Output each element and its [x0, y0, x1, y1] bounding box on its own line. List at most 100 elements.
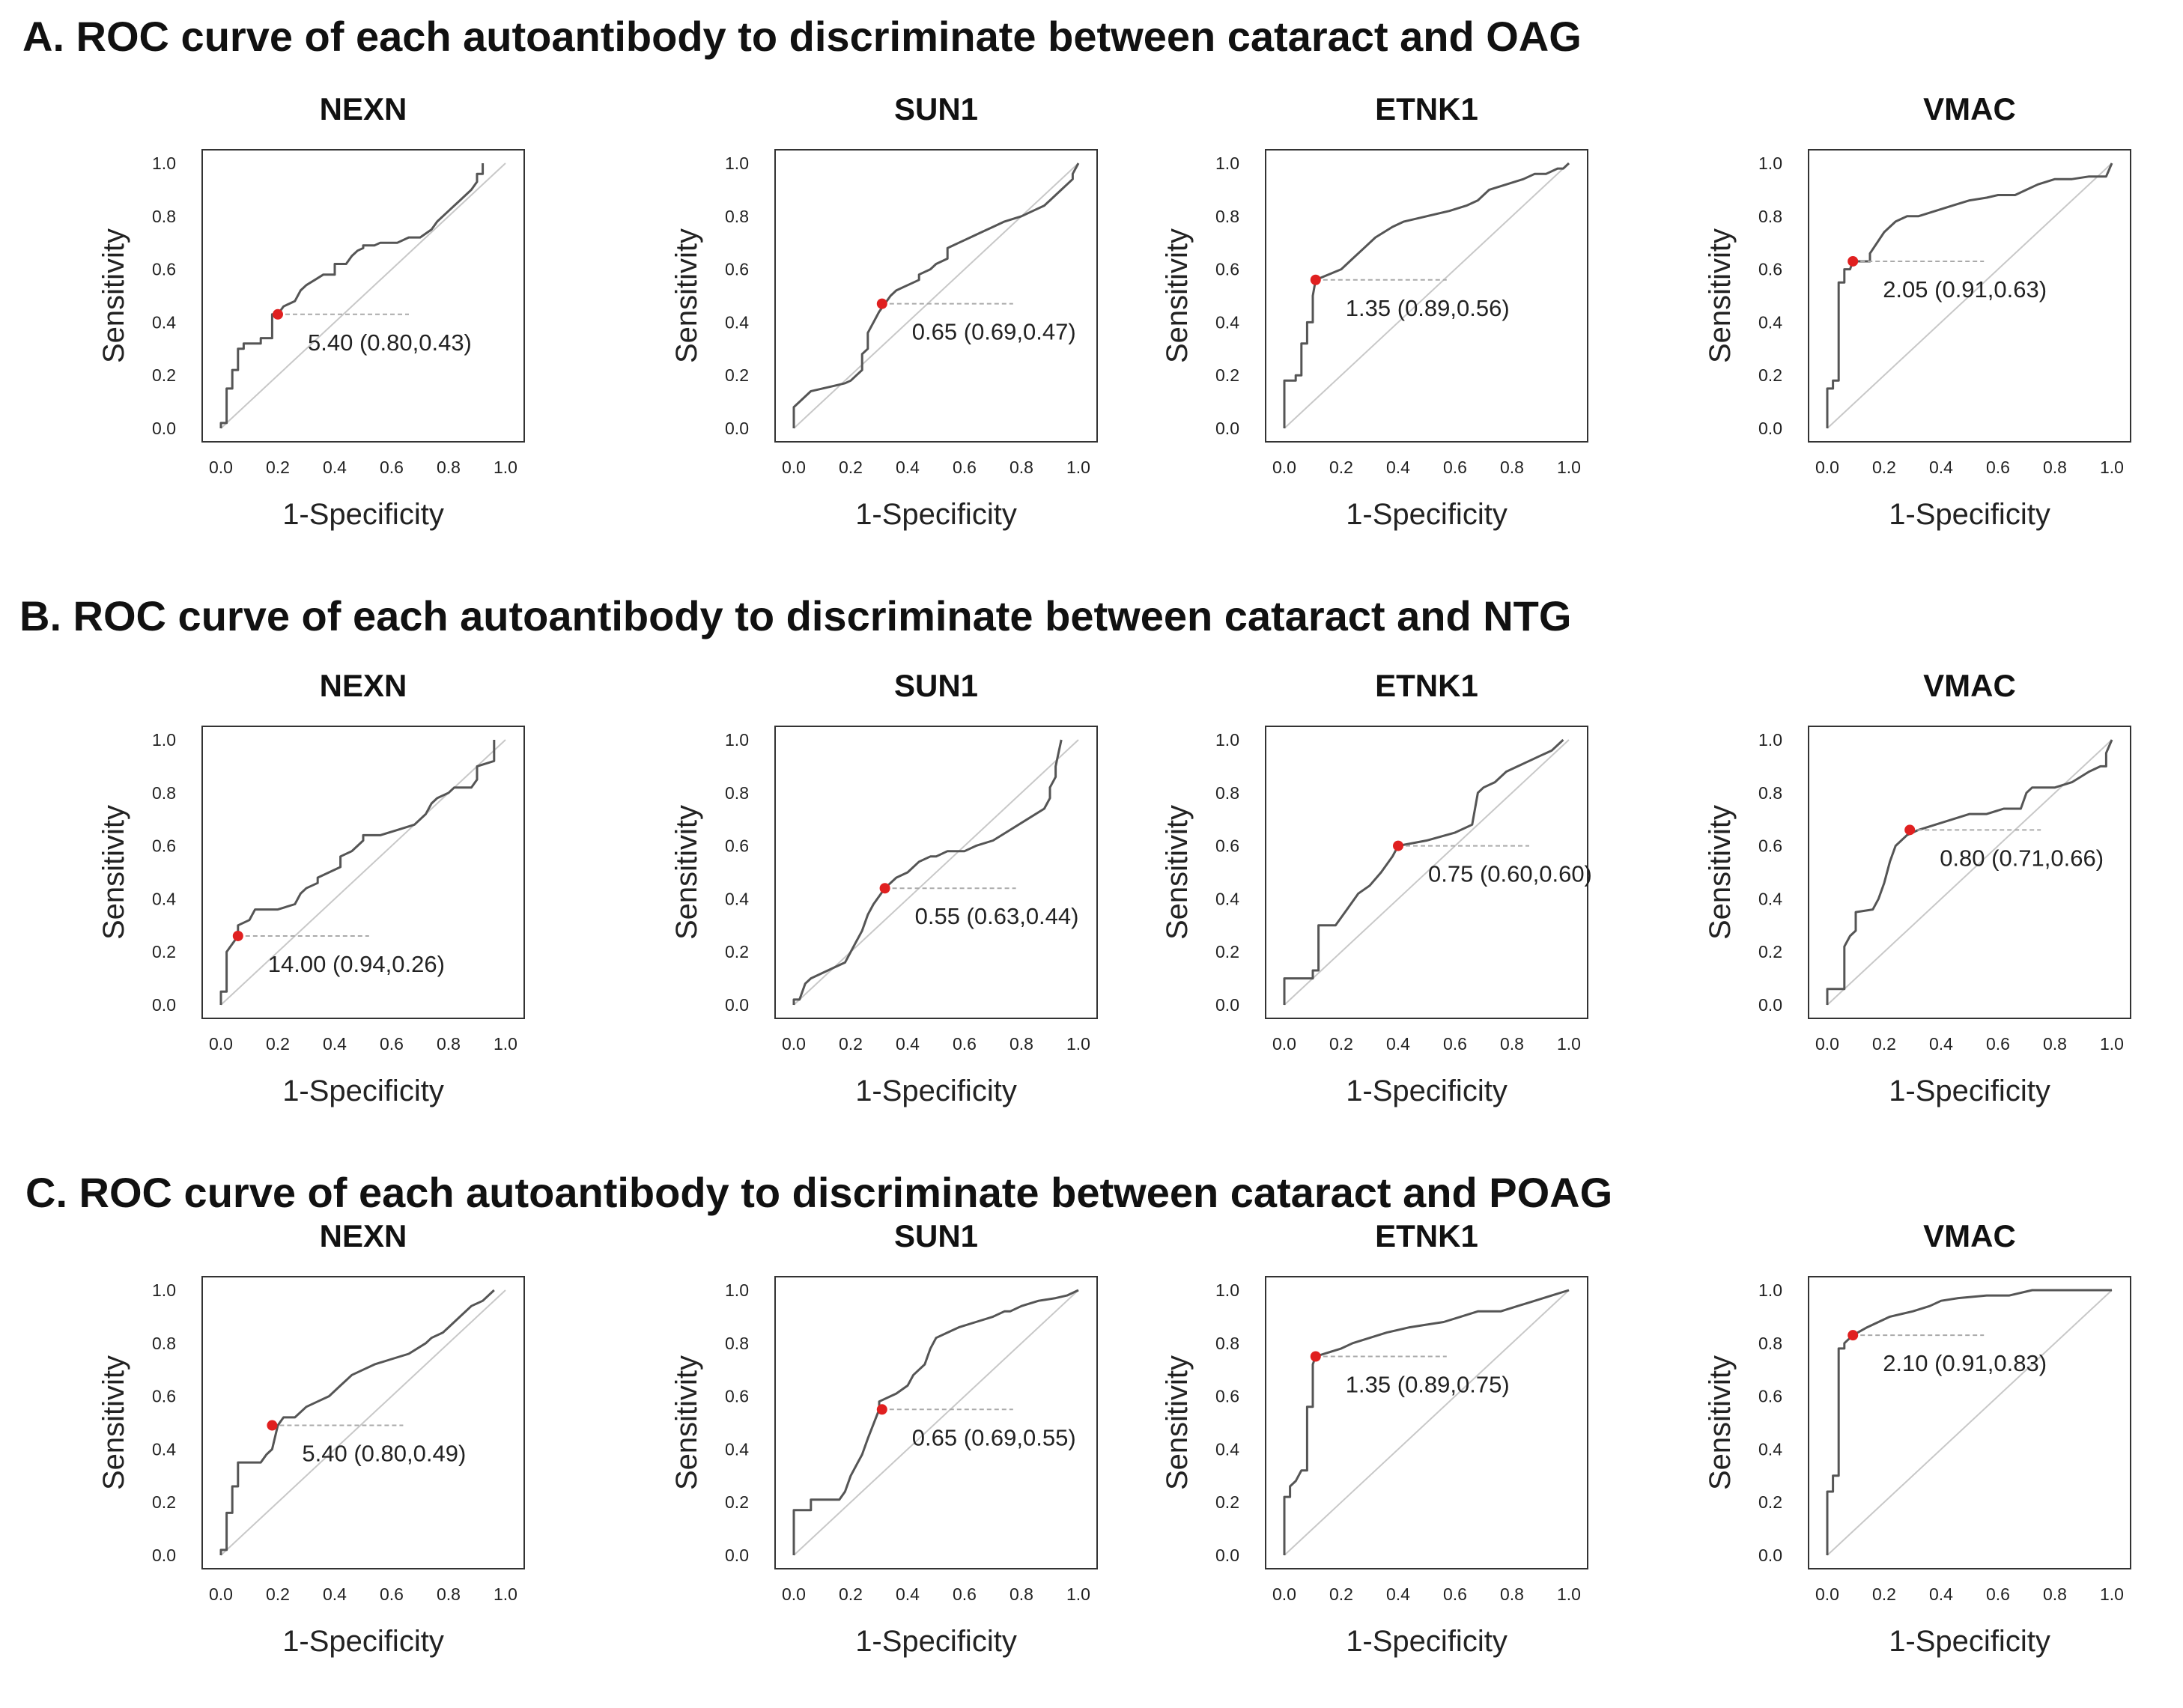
cutoff-annotation: 0.75 (0.60,0.60)	[1428, 861, 1592, 887]
y-tick-label: 0.6	[725, 260, 749, 279]
panel-title: VMAC	[1923, 91, 2016, 127]
roc-curve	[219, 163, 485, 428]
diagonal-reference-line	[793, 739, 1079, 1006]
y-tick-label: 0.0	[152, 995, 176, 1015]
x-tick-label: 0.8	[437, 1584, 461, 1604]
y-tick-label: 0.0	[1758, 1546, 1782, 1565]
roc-panel-c-vmac: VMAC 0.0 0.0 0.2 0.2 0.4 0.4 0.6 0.6 0.8 0.8 1.0 1.0…	[1704, 1218, 2131, 1658]
charts-layer: NEXN 0.0 0.0 0.2 0.2 0.4 0.4 0.6 0.6 0.8 0.8 1.0 1.0…	[97, 91, 2131, 1658]
diagonal-reference-line	[1827, 162, 2113, 429]
x-tick-label: 0.8	[1009, 1034, 1033, 1054]
y-tick-label: 0.0	[725, 1546, 749, 1565]
x-tick-label: 0.0	[782, 458, 806, 477]
y-tick-label: 0.4	[1215, 312, 1239, 332]
cutoff-annotation: 2.05 (0.91,0.63)	[1883, 276, 2047, 303]
y-tick-label: 0.6	[725, 1387, 749, 1406]
y-tick-label: 1.0	[1758, 154, 1782, 173]
y-tick-label: 1.0	[152, 730, 176, 750]
y-tick-label: 0.8	[152, 1334, 176, 1353]
cutoff-annotation: 2.10 (0.91,0.83)	[1883, 1350, 2047, 1376]
y-tick-label: 0.8	[1758, 1334, 1782, 1353]
roc-panel-b-etnk1: ETNK1 0.0 0.0 0.2 0.2 0.4 0.4 0.6 0.6 0.8 0.8 1.0 1.…	[1161, 668, 1592, 1107]
x-tick-label: 0.8	[1500, 1584, 1524, 1604]
y-tick-label: 0.4	[725, 889, 749, 908]
x-tick-label: 0.4	[1386, 1584, 1410, 1604]
x-tick-label: 0.0	[1815, 458, 1839, 477]
y-tick-label: 1.0	[152, 1280, 176, 1300]
section-title-a: A. ROC curve of each autoantibody to dis…	[22, 13, 1582, 60]
roc-panel-b-sun1: SUN1 0.0 0.0 0.2 0.2 0.4 0.4 0.6 0.6 0.8 0.8 1.0 1.0…	[670, 668, 1098, 1107]
plot-frame	[201, 1276, 525, 1569]
panel-title: VMAC	[1923, 668, 2016, 703]
x-tick-label: 0.2	[266, 458, 290, 477]
y-tick-label: 0.0	[1215, 1546, 1239, 1565]
y-tick-label: 0.8	[725, 783, 749, 803]
x-tick-label: 0.4	[1386, 1034, 1410, 1054]
plot-frame	[774, 726, 1098, 1019]
y-tick-label: 0.8	[725, 1334, 749, 1353]
x-tick-label: 0.0	[782, 1034, 806, 1054]
y-tick-label: 0.4	[725, 1439, 749, 1459]
y-tick-label: 0.2	[152, 1492, 176, 1512]
diagonal-reference-line	[793, 162, 1079, 429]
y-tick-label: 0.6	[152, 260, 176, 279]
y-tick-label: 0.4	[725, 312, 749, 332]
y-axis-label: Sensitivity	[670, 1355, 703, 1490]
roc-curve	[1283, 738, 1564, 1005]
x-tick-label: 1.0	[494, 1584, 517, 1604]
y-tick-label: 0.6	[1758, 260, 1782, 279]
optimal-cutoff-point	[232, 930, 243, 941]
x-tick-label: 0.4	[1929, 458, 1953, 477]
panel-title: SUN1	[894, 668, 978, 703]
y-axis-label: Sensitivity	[670, 805, 703, 940]
x-tick-label: 0.6	[1986, 458, 2010, 477]
cutoff-annotation: 0.55 (0.63,0.44)	[915, 903, 1079, 929]
x-tick-label: 0.6	[1986, 1034, 2010, 1054]
roc-curve	[1283, 162, 1570, 428]
y-tick-label: 0.8	[725, 207, 749, 226]
x-tick-label: 0.8	[437, 458, 461, 477]
y-tick-label: 0.4	[152, 1439, 176, 1459]
plot-frame	[201, 149, 525, 443]
y-tick-label: 0.6	[1215, 836, 1239, 856]
cutoff-annotation: 5.40 (0.80,0.43)	[308, 329, 472, 356]
x-tick-label: 0.6	[1443, 458, 1467, 477]
y-tick-label: 0.4	[152, 312, 176, 332]
x-tick-label: 0.6	[953, 1584, 977, 1604]
x-tick-label: 0.0	[209, 458, 233, 477]
y-tick-label: 0.8	[1758, 207, 1782, 226]
y-tick-label: 0.2	[1215, 1492, 1239, 1512]
y-tick-label: 1.0	[725, 154, 749, 173]
y-tick-label: 0.4	[1758, 1439, 1782, 1459]
y-tick-label: 0.4	[1758, 312, 1782, 332]
y-tick-label: 0.0	[1215, 419, 1239, 438]
y-tick-label: 0.2	[725, 1492, 749, 1512]
x-tick-label: 0.4	[1929, 1034, 1953, 1054]
x-tick-label: 0.4	[1929, 1584, 1953, 1604]
x-axis-label: 1-Specificity	[282, 1075, 444, 1107]
panel-title: ETNK1	[1375, 91, 1478, 127]
y-tick-label: 0.0	[725, 995, 749, 1015]
x-tick-label: 0.0	[1272, 458, 1296, 477]
x-tick-label: 0.6	[380, 1584, 404, 1604]
y-tick-label: 0.6	[1758, 836, 1782, 856]
optimal-cutoff-point	[1847, 1330, 1859, 1341]
x-tick-label: 1.0	[1066, 1034, 1090, 1054]
x-tick-label: 0.6	[380, 458, 404, 477]
x-axis-label: 1-Specificity	[282, 1625, 444, 1658]
x-tick-label: 0.4	[323, 1584, 347, 1604]
x-tick-label: 0.2	[1872, 1034, 1896, 1054]
roc-curve	[1826, 1289, 2112, 1555]
x-tick-label: 0.6	[1443, 1584, 1467, 1604]
optimal-cutoff-point	[273, 309, 283, 320]
x-axis-label: 1-Specificity	[1346, 1075, 1508, 1107]
y-tick-label: 0.2	[1215, 942, 1239, 961]
x-axis-label: 1-Specificity	[1346, 1625, 1508, 1658]
optimal-cutoff-point	[1310, 1351, 1321, 1362]
x-tick-label: 1.0	[1557, 1584, 1581, 1604]
x-tick-label: 0.4	[896, 1034, 920, 1054]
y-tick-label: 0.6	[152, 1387, 176, 1406]
diagonal-reference-line	[1827, 1289, 2113, 1556]
x-axis-label: 1-Specificity	[282, 498, 444, 531]
